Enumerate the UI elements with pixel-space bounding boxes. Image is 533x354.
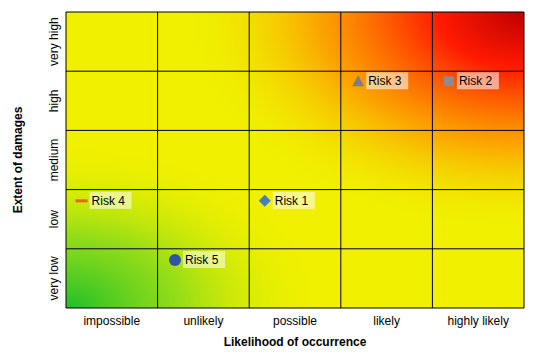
marker-labels: Risk 1 Risk 2 Risk 3 Risk 4 Risk 5 [90, 72, 499, 268]
x-tick-label: impossible [83, 314, 140, 328]
marker-label: Risk 2 [459, 74, 493, 88]
plot-background [66, 12, 524, 308]
grid-line [66, 130, 524, 131]
y-axis-title: Extent of damages [11, 106, 25, 213]
marker-label: Risk 3 [368, 74, 402, 88]
label-background [90, 192, 132, 209]
grid-line [66, 248, 524, 249]
grid-line [249, 12, 250, 308]
y-tick-label: high [47, 89, 61, 112]
plot-frame [524, 12, 525, 308]
grid-line [66, 71, 524, 72]
x-tick-label: highly likely [448, 314, 509, 328]
plot-frame [66, 308, 524, 309]
x-axis-title: Likelihood of occurrence [224, 335, 367, 349]
x-tick-label: unlikely [183, 314, 223, 328]
markers [76, 75, 454, 266]
y-tick-label: low [47, 210, 61, 228]
y-tick-label: very low [47, 256, 61, 300]
chart: impossible unlikely possible likely highly l… [0, 0, 533, 354]
grid-line [66, 189, 524, 190]
marker [169, 254, 181, 266]
grid-line [340, 12, 341, 308]
marker [259, 195, 271, 207]
label-background [183, 251, 225, 268]
x-tick-label: likely [373, 314, 400, 328]
marker-label: Risk 5 [185, 253, 219, 267]
y-tick-label: medium [47, 139, 61, 182]
label-background [457, 72, 499, 89]
plot-background-red [66, 12, 524, 308]
y-tick-label: very high [47, 17, 61, 66]
marker-label: Risk 1 [275, 194, 309, 208]
marker [444, 76, 454, 86]
marker-label: Risk 4 [92, 194, 126, 208]
plot-background-green [66, 12, 524, 308]
plot-frame [66, 12, 67, 308]
grid-line [157, 12, 158, 308]
label-background [273, 192, 315, 209]
grid-line [432, 12, 433, 308]
label-background [366, 72, 408, 89]
x-tick-label: possible [273, 314, 317, 328]
marker [76, 199, 88, 202]
plot-frame [66, 12, 524, 13]
marker [352, 75, 364, 86]
